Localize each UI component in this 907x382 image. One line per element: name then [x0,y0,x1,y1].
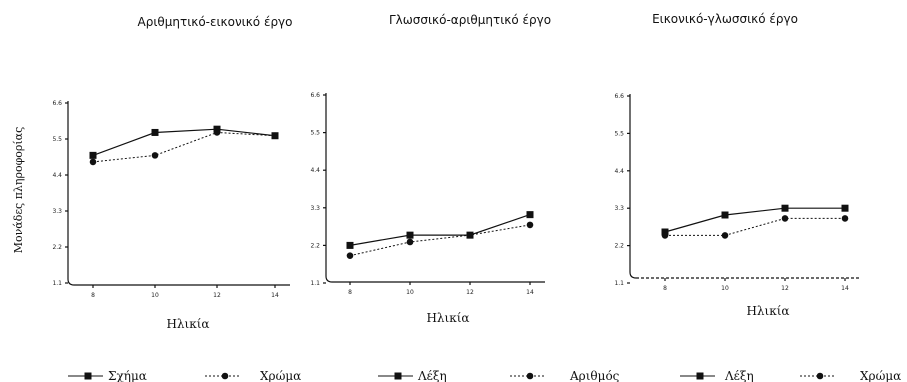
data-point-circle [526,221,534,229]
x-tick-label: 12 [466,289,474,296]
y-tick-label: 1.1 [310,280,320,287]
legend-item-Χρώμα: Χρώμα [205,369,301,382]
x-axis-label-3: Ηλικία [746,304,789,318]
chart-title-2: Γλωσσικό-αριθμητικό έργο [389,13,551,27]
x-tick-label: 10 [151,292,159,299]
data-point-circle [406,238,414,246]
y-tick-label: 3.3 [52,208,62,215]
x-tick-label: 12 [781,285,789,292]
y-tick-label: 1.1 [52,280,62,287]
chart-panel-3: 1.1 2.2 3.3 4.4 5.5 6.6 8 10 12 14 [614,93,860,292]
y-axis-label: Μονάδες πληροφορίας [12,127,25,254]
y-tick-label: 2.2 [614,243,624,250]
series-line-Χρώμα [665,217,845,236]
y-tick-label: 2.2 [310,242,320,249]
y-tick-label: 4.4 [614,168,624,175]
x-tick-label: 14 [526,289,534,296]
y-axis [325,93,333,283]
data-point-square [346,241,354,249]
x-tick-label: 8 [663,285,667,292]
data-point-circle [346,252,354,259]
legend-label: Λέξη [417,369,447,382]
legend-marker-circle [221,372,229,380]
legend-label: Χρώμα [260,369,301,382]
legend-label: Χρώμα [860,369,901,382]
y-tick-label: 4.4 [310,167,320,174]
legend-marker-circle [816,372,824,380]
data-point-square [151,128,159,136]
data-point-square [406,231,414,239]
y-tick-label: 5.5 [310,130,320,137]
data-point-circle [781,215,789,222]
data-point-square [721,211,729,219]
chart-title-3: Εικονικό-γλωσσικό έργο [652,12,798,26]
y-tick-label: 6.6 [614,93,624,100]
data-point-circle [466,231,474,239]
legend-label: Σχήμα [108,369,147,382]
data-point-circle [721,232,729,239]
legend-item-Λέξη: Λέξη [680,369,754,382]
x-tick-label: 14 [271,292,279,299]
legend-item-Σχήμα: Σχήμα [68,369,147,382]
y-axis [629,94,637,279]
x-tick-label: 14 [841,285,849,292]
chart-title-1: Αριθμητικό-εικονικό έργο [138,15,293,29]
x-tick-label: 8 [91,292,95,299]
legend-item-Λέξη: Λέξη [378,369,447,382]
x-tick-label: 8 [348,289,352,296]
legend-label: Λέξη [724,369,754,382]
legend-marker-square [394,372,402,380]
y-tick-label: 2.2 [52,244,62,251]
y-tick-label: 1.1 [614,280,624,287]
data-point-square [841,204,849,212]
series-line-Λέξη [349,214,531,246]
legend-marker-circle [526,372,534,380]
y-tick-label: 4.4 [52,172,62,179]
legend-marker-square [84,372,92,380]
x-tick-label: 10 [721,285,729,292]
x-tick-label: 12 [213,292,221,299]
series-line-Σχήμα [92,128,276,156]
legend-item-Χρώμα: Χρώμα [800,369,901,382]
legend-marker-square [696,372,704,380]
y-tick-label: 3.3 [614,205,624,212]
x-axis-label-2: Ηλικία [426,311,469,325]
legend-item-Αριθμός: Αριθμός [510,369,620,382]
chart-panel-2: 1.1 2.2 3.3 4.4 5.5 6.6 8 10 12 14 [310,92,545,296]
y-tick-label: 6.6 [52,100,62,107]
data-point-square [781,204,789,212]
data-point-circle [271,132,279,140]
y-axis [67,101,75,286]
y-tick-label: 6.6 [310,92,320,99]
series-line-Χρώμα [92,131,276,163]
y-tick-label: 5.5 [614,130,624,137]
legend-label: Αριθμός [569,369,620,382]
y-tick-label: 3.3 [310,205,320,212]
x-axis-label-1: Ηλικία [166,317,209,331]
data-point-circle [151,152,159,159]
chart-panel-1: 1.1 2.2 3.3 4.4 5.5 6.6 8 10 12 14 [52,100,290,299]
x-tick-label: 10 [406,289,414,296]
y-tick-label: 5.5 [52,136,62,143]
data-point-circle [661,232,669,239]
series-line-Αριθμός [349,224,531,257]
data-point-circle [213,129,221,136]
series-line-Λέξη [664,207,845,233]
data-point-circle [841,215,849,222]
data-point-square [526,211,534,219]
data-point-square [89,151,97,159]
data-point-circle [89,158,97,166]
data-point-square [661,228,669,236]
